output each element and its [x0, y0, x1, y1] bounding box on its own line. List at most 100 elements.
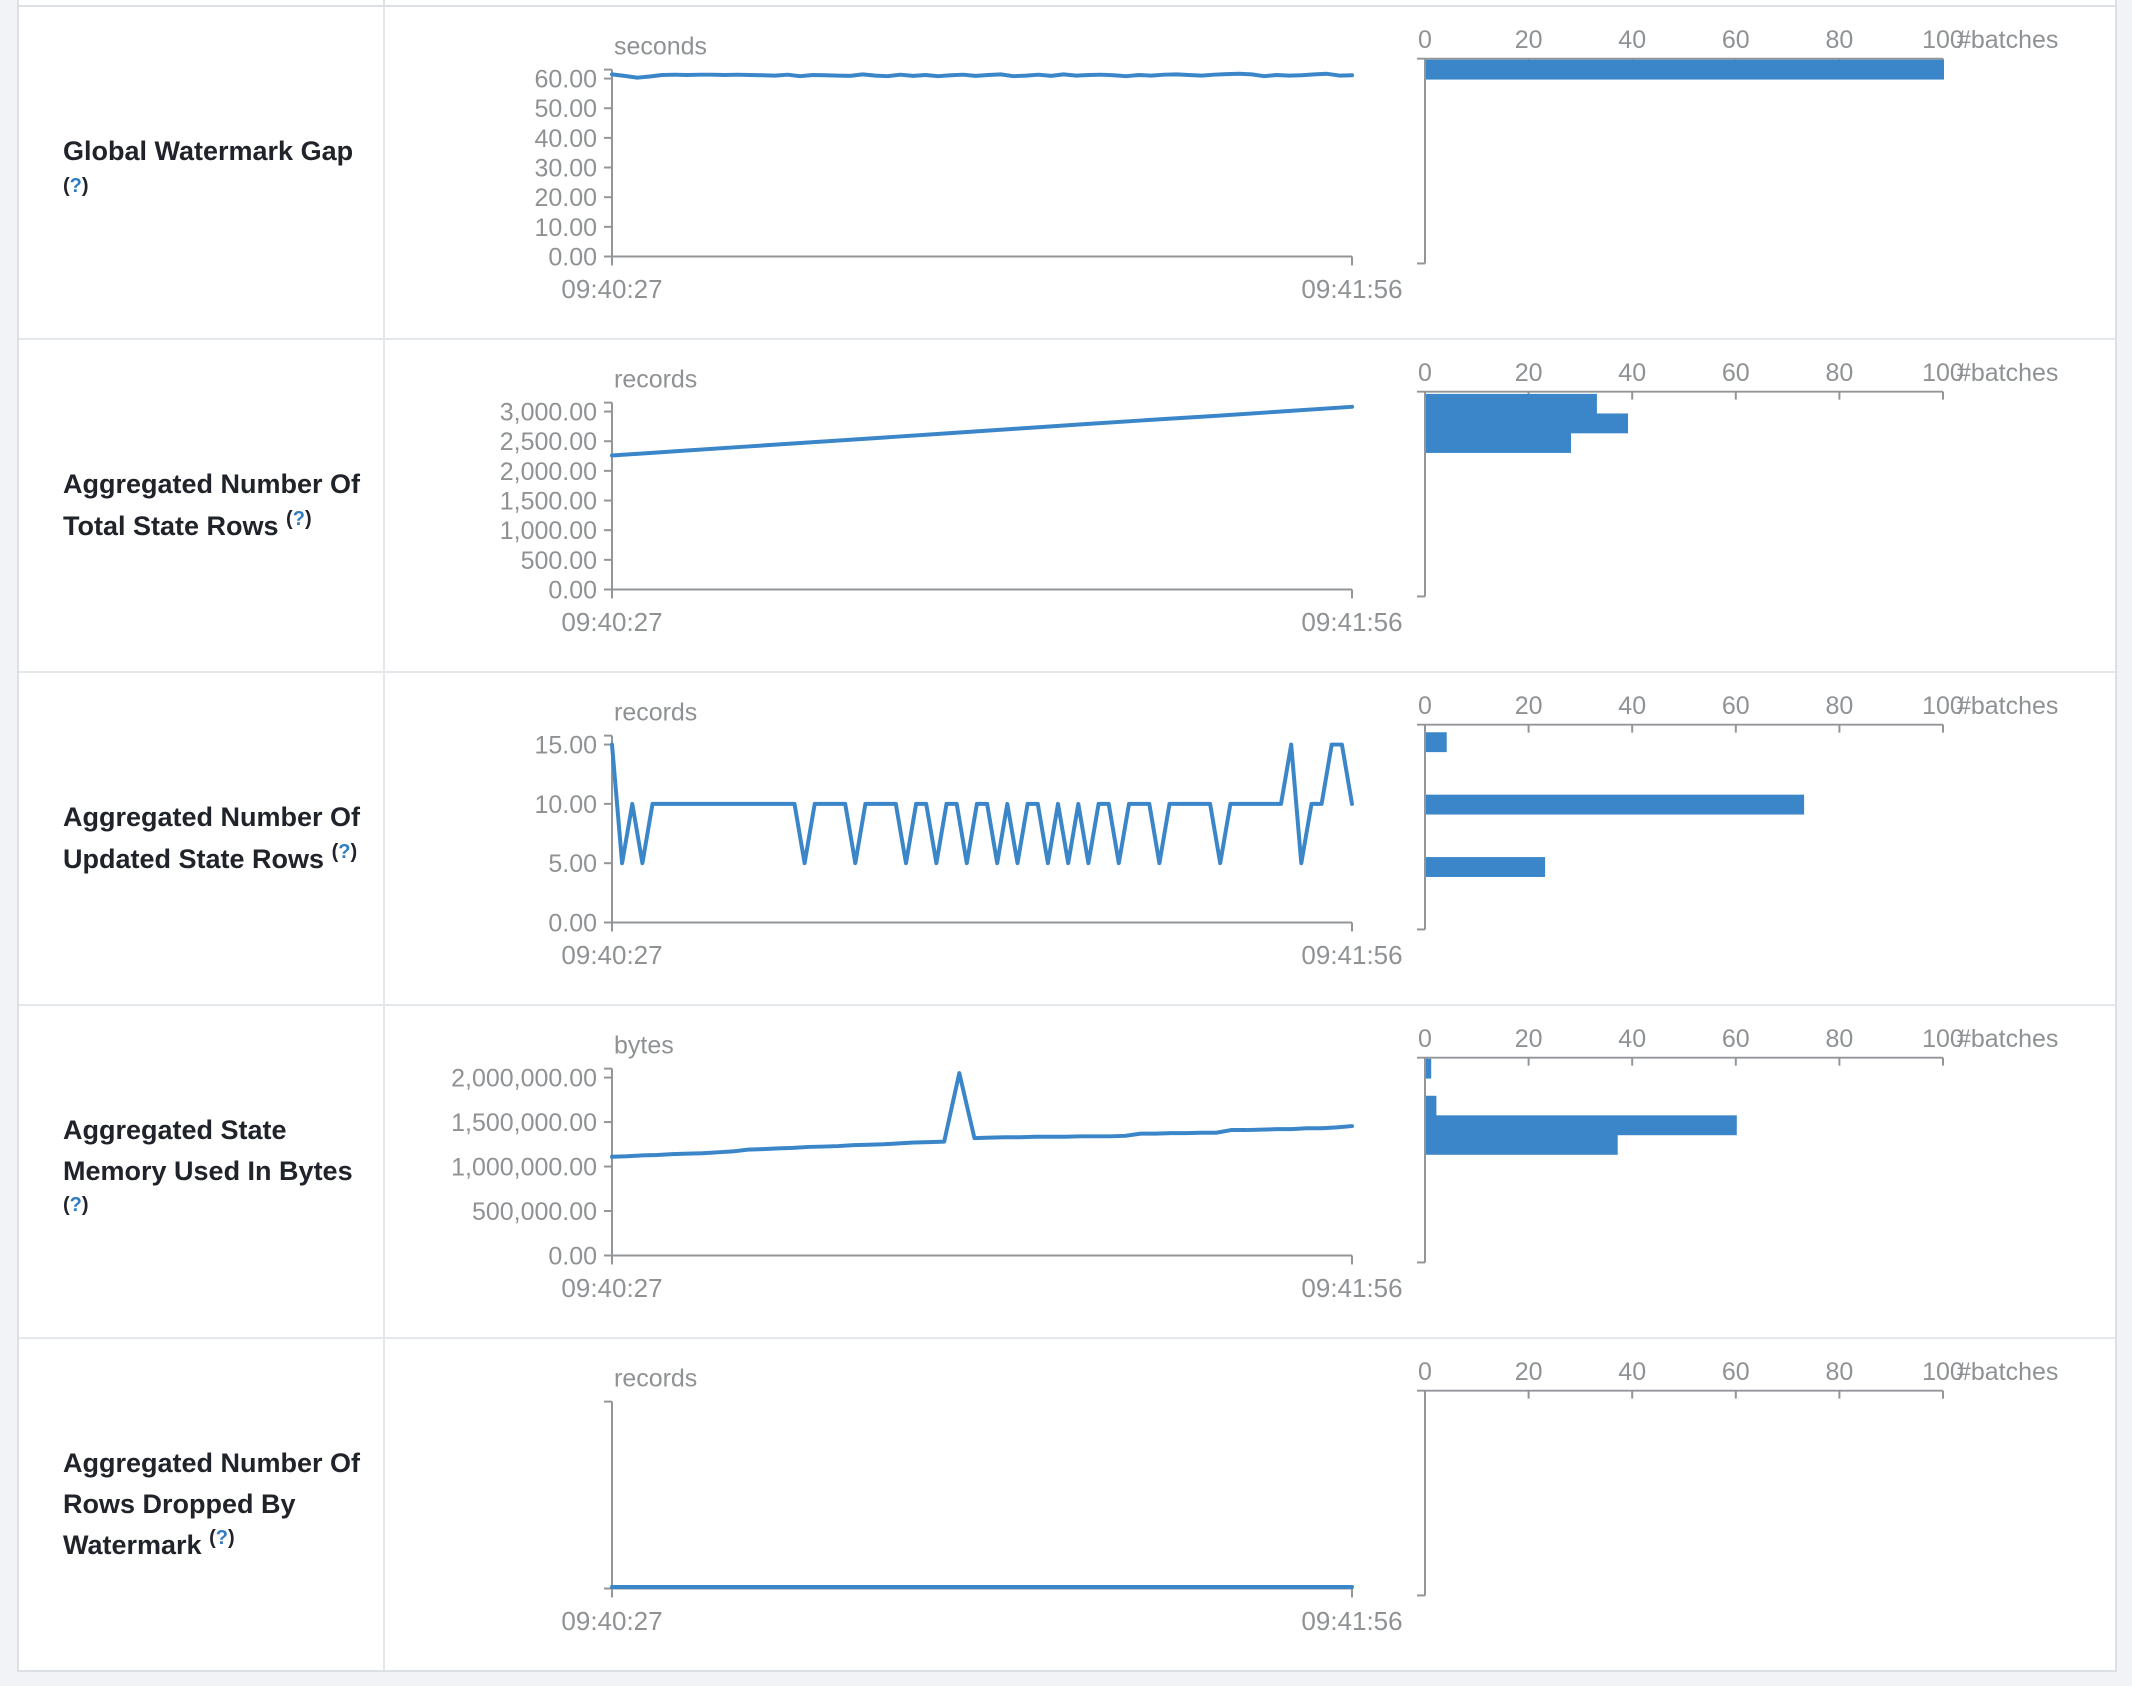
svg-text:20: 20 [1515, 1025, 1543, 1053]
metric-label-cell: Aggregated Number Of Updated State Rows … [19, 673, 385, 1004]
metric-label: Aggregated Number Of Updated State Rows … [63, 797, 373, 879]
svg-text:1,500,000.00: 1,500,000.00 [451, 1109, 597, 1137]
svg-text:60: 60 [1722, 1358, 1750, 1386]
metric-row: Aggregated State Memory Used In Bytes (?… [19, 1006, 2115, 1339]
metric-label-text: Aggregated Number Of Updated State Rows [63, 802, 361, 874]
metric-row: Aggregated Number Of Total State Rows (?… [19, 340, 2115, 673]
metric-label: Aggregated Number Of Rows Dropped By Wat… [63, 1443, 373, 1566]
help-link[interactable]: (?) [332, 841, 358, 863]
svg-text:0.00: 0.00 [548, 244, 597, 272]
svg-text:1,000.00: 1,000.00 [500, 517, 597, 545]
svg-text:60.00: 60.00 [534, 66, 597, 94]
help-paren-open: ( [63, 1194, 70, 1217]
svg-text:09:40:27: 09:40:27 [561, 609, 662, 637]
svg-text:2,500.00: 2,500.00 [500, 428, 597, 456]
svg-text:records: records [614, 699, 697, 727]
svg-text:09:40:27: 09:40:27 [561, 276, 662, 304]
histogram-chart: 0 20 40 60 80 100#batches [1417, 1025, 2058, 1264]
metric-label-cell: Aggregated Number Of Rows Dropped By Wat… [19, 1339, 385, 1670]
timeline-chart: bytes 2,000,000.00 1,500,000.00 1,000,000.0… [451, 1032, 1402, 1303]
help-link[interactable]: (?) [63, 175, 89, 197]
previous-row-edge [17, 0, 2117, 5]
chart-cell: records 15.00 10.00 5.00 0.00 09:40:27 09:41:5… [385, 673, 2115, 1004]
metric-label-text: Aggregated Number Of Total State Rows [63, 469, 361, 541]
metric-label-text: Aggregated Number Of Rows Dropped By Wat… [63, 1447, 361, 1561]
help-question-icon[interactable]: ? [69, 174, 82, 197]
help-paren-close: ) [81, 174, 89, 197]
help-paren-open: ( [209, 1527, 216, 1550]
svg-text:2,000.00: 2,000.00 [500, 458, 597, 486]
svg-text:20: 20 [1515, 26, 1543, 54]
chart-cell: records 3,000.00 2,500.00 2,000.00 1,500.00 1… [385, 340, 2115, 671]
svg-text:60: 60 [1722, 692, 1750, 720]
svg-text:#batches: #batches [1957, 692, 2058, 720]
svg-text:#batches: #batches [1957, 1358, 2058, 1386]
metric-label-cell: Aggregated State Memory Used In Bytes (?… [19, 1006, 385, 1337]
svg-text:09:40:27: 09:40:27 [561, 1275, 662, 1303]
svg-text:80: 80 [1825, 1358, 1853, 1386]
timeline-chart: records 09:40:27 09:41:56 [561, 1365, 1402, 1636]
svg-text:80: 80 [1825, 1025, 1853, 1053]
svg-text:0.00: 0.00 [548, 1243, 597, 1271]
help-link[interactable]: (?) [63, 1194, 89, 1216]
svg-text:100: 100 [1922, 26, 1964, 54]
help-link[interactable]: (?) [209, 1527, 235, 1549]
svg-text:500,000.00: 500,000.00 [472, 1198, 597, 1226]
histogram-chart: 0 20 40 60 80 100#batches [1417, 692, 2058, 931]
timeline-chart: seconds 60.0050.0040.0030.0020.0010.000.0… [534, 33, 1402, 304]
svg-text:records: records [614, 366, 697, 394]
metric-label-text: Aggregated State Memory Used In Bytes [63, 1114, 353, 1186]
help-paren-open: ( [286, 507, 293, 530]
svg-text:5.00: 5.00 [548, 850, 597, 878]
help-link[interactable]: (?) [286, 508, 312, 530]
svg-text:40: 40 [1618, 1358, 1646, 1386]
svg-text:0: 0 [1418, 692, 1432, 720]
metric-label-cell: Global Watermark Gap (?) [19, 7, 385, 338]
svg-text:50.00: 50.00 [534, 95, 597, 123]
svg-text:0.00: 0.00 [548, 910, 597, 938]
svg-text:09:41:56: 09:41:56 [1301, 1275, 1402, 1303]
svg-text:60: 60 [1722, 1025, 1750, 1053]
help-paren-close: ) [227, 1527, 235, 1550]
svg-text:3,000.00: 3,000.00 [500, 399, 597, 427]
svg-text:09:41:56: 09:41:56 [1301, 1608, 1402, 1636]
svg-text:#batches: #batches [1957, 1025, 2058, 1053]
metrics-table: Global Watermark Gap (?) seconds 60.00 50.… [17, 5, 2117, 1672]
svg-text:09:40:27: 09:40:27 [561, 942, 662, 970]
svg-text:40: 40 [1618, 1025, 1646, 1053]
svg-text:100: 100 [1922, 692, 1964, 720]
svg-text:20: 20 [1515, 1358, 1543, 1386]
help-question-icon[interactable]: ? [292, 507, 305, 530]
svg-text:60: 60 [1722, 359, 1750, 387]
svg-text:09:41:56: 09:41:56 [1301, 276, 1402, 304]
svg-text:30.00: 30.00 [534, 155, 597, 183]
metric-row: Global Watermark Gap (?) seconds 60.00 50.… [19, 7, 2115, 340]
svg-text:100: 100 [1922, 359, 1964, 387]
chart-cell: bytes 2,000,000.00 1,500,000.00 1,000,000.0… [385, 1006, 2115, 1337]
svg-text:0: 0 [1418, 26, 1432, 54]
svg-text:80: 80 [1825, 26, 1853, 54]
svg-text:80: 80 [1825, 359, 1853, 387]
svg-text:0: 0 [1418, 359, 1432, 387]
svg-text:seconds: seconds [614, 33, 707, 61]
help-question-icon[interactable]: ? [215, 1527, 228, 1550]
metric-label: Aggregated Number Of Total State Rows (?… [63, 464, 373, 546]
svg-text:10.00: 10.00 [534, 214, 597, 242]
help-paren-close: ) [304, 507, 312, 530]
help-question-icon[interactable]: ? [338, 840, 351, 863]
svg-text:0: 0 [1418, 1025, 1432, 1053]
svg-text:500.00: 500.00 [521, 547, 597, 575]
svg-text:09:41:56: 09:41:56 [1301, 609, 1402, 637]
histogram-chart: 0 20 40 60 80 100#batches [1417, 26, 2058, 265]
help-question-icon[interactable]: ? [69, 1194, 82, 1217]
svg-text:records: records [614, 1365, 697, 1393]
svg-text:40: 40 [1618, 359, 1646, 387]
metric-label-cell: Aggregated Number Of Total State Rows (?… [19, 340, 385, 671]
svg-text:0: 0 [1418, 1358, 1432, 1386]
svg-text:15.00: 15.00 [534, 732, 597, 760]
histogram-chart: 0 20 40 60 80 100#batches [1417, 1358, 2058, 1597]
histogram-chart: 0 20 40 60 80 100#batches [1417, 359, 2058, 598]
chart-cell: seconds 60.00 50.00 40.00 30.00 20.00 10.00 0.0… [385, 7, 2115, 338]
svg-text:20.00: 20.00 [534, 184, 597, 212]
metric-label-text: Global Watermark Gap [63, 136, 354, 167]
